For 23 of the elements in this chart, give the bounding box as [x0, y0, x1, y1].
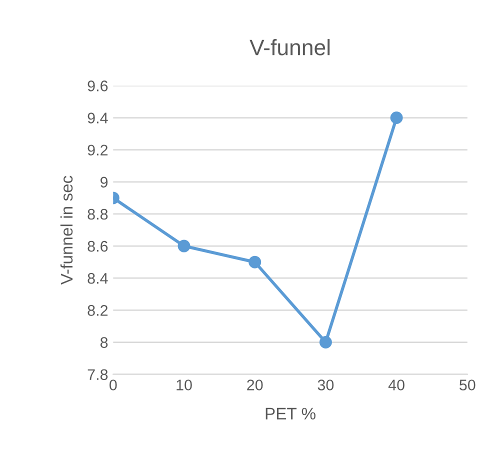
- y-axis-title: V-funnel in sec: [60, 176, 73, 285]
- x-tick-label: 40: [388, 380, 404, 390]
- y-tick-label: 9.2: [88, 144, 108, 156]
- y-tick-label: 8.6: [88, 240, 108, 252]
- x-axis-title: PET %: [266, 408, 316, 420]
- x-tick-label: 50: [460, 380, 476, 390]
- x-tick-label: 10: [176, 380, 192, 390]
- x-tick-label: 30: [318, 380, 334, 390]
- y-tick-label: 8.2: [88, 305, 108, 316]
- y-tick-label: 9.4: [88, 112, 108, 124]
- y-tick-label: 8.4: [88, 272, 108, 284]
- point: [390, 112, 403, 124]
- y-tick-label: 9.6: [88, 80, 108, 92]
- y-tick-label: 7.8: [88, 369, 108, 380]
- point: [319, 336, 332, 349]
- point: [248, 256, 262, 268]
- chart-title: V-funnel: [250, 39, 330, 56]
- y-tick-label: 8.8: [88, 208, 108, 220]
- x-tick-label: 20: [247, 380, 263, 390]
- y-tick-label: 8: [100, 337, 108, 348]
- y-tick-label: 9: [100, 176, 108, 188]
- x-tick-label: 0: [110, 380, 117, 390]
- point: [178, 240, 190, 252]
